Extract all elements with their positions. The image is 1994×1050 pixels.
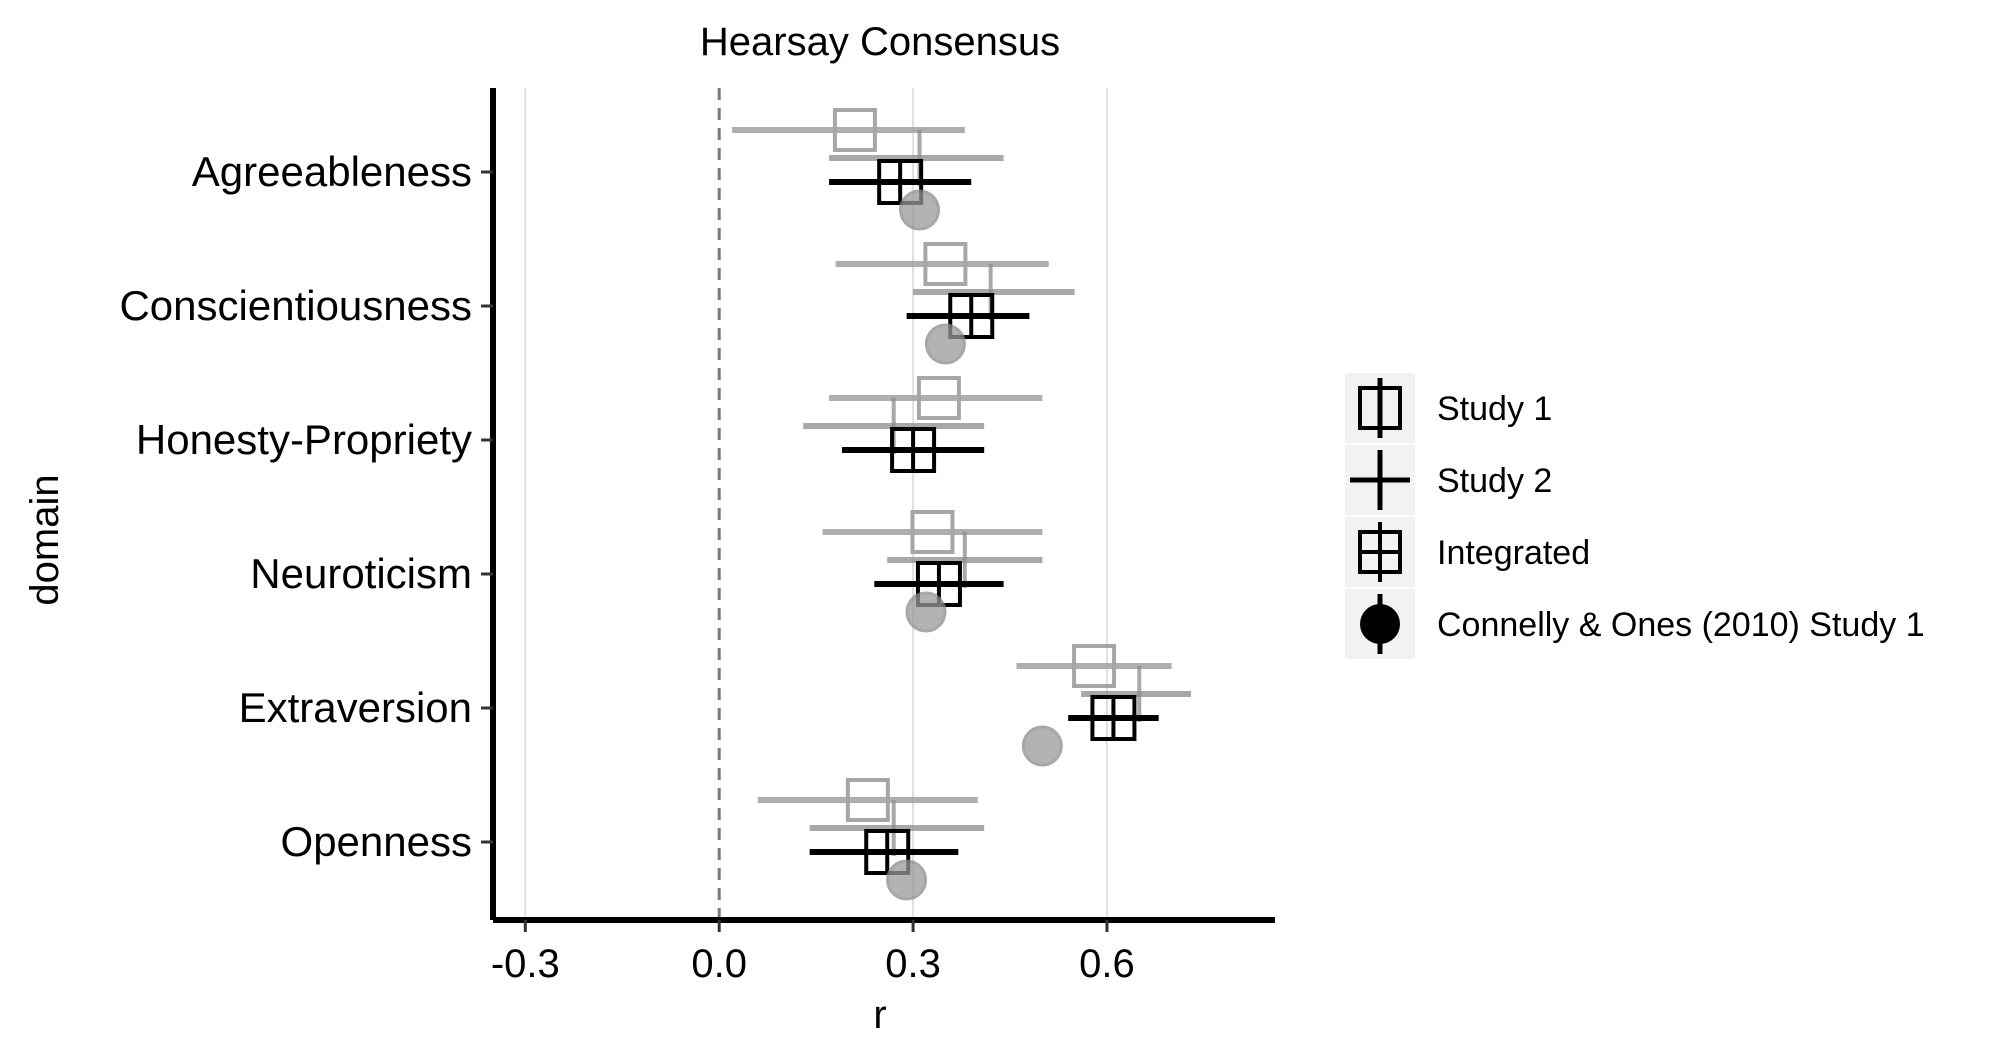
legend-item-0: Study 1 — [1345, 373, 1552, 443]
x-tick-label-3: 0.6 — [1079, 942, 1135, 986]
series-2 — [809, 159, 1159, 875]
y-tick-label-3: Neuroticism — [250, 550, 472, 597]
legend: Study 1 Study 2 Integrated Connelly & Ones … — [1345, 373, 1925, 659]
y-tick-label-1: Conscientiousness — [119, 282, 472, 329]
x-tick-label-0: -0.3 — [491, 942, 560, 986]
legend-label-2: Integrated — [1437, 534, 1590, 572]
legend-label-0: Study 1 — [1437, 390, 1552, 428]
legend-label-3: Connelly & Ones (2010) Study 1 — [1437, 606, 1925, 644]
legend-item-3: Connelly & Ones (2010) Study 1 — [1345, 589, 1925, 659]
y-tick-label-0: Agreeableness — [192, 148, 472, 195]
point-connelly-4 — [1021, 725, 1063, 767]
point-study1-1 — [923, 242, 968, 286]
y-tick-label-2: Honesty-Propriety — [136, 416, 472, 463]
point-connelly-0 — [899, 189, 941, 231]
y-tick-label-4: Extraversion — [239, 684, 472, 731]
x-tick-label-2: 0.3 — [885, 942, 941, 986]
y-axis-title: domain — [23, 474, 67, 605]
x-tick-label-1: 0.0 — [691, 942, 747, 986]
point-study1-5 — [845, 778, 890, 822]
series-1 — [803, 130, 1191, 856]
x-axis-title: r — [873, 993, 886, 1037]
legend-key-connelly — [1360, 604, 1400, 644]
legend-label-1: Study 2 — [1437, 462, 1552, 500]
series-0 — [732, 108, 1172, 822]
point-study1-4 — [1072, 644, 1117, 688]
y-tick-label-5: Openness — [281, 818, 472, 865]
point-study1-3 — [910, 510, 955, 554]
point-connelly-3 — [905, 591, 947, 633]
chart-title: Hearsay Consensus — [700, 20, 1060, 64]
plot-area: Agreeableness Conscientiousness Honesty-Pr… — [119, 88, 1275, 986]
point-connelly-5 — [886, 859, 928, 901]
point-connelly-1 — [924, 323, 966, 365]
point-study1-0 — [832, 108, 877, 152]
series-3 — [886, 189, 1063, 901]
point-study1-2 — [916, 376, 961, 420]
legend-item-1: Study 2 — [1345, 445, 1552, 515]
legend-item-2: Integrated — [1345, 517, 1590, 587]
